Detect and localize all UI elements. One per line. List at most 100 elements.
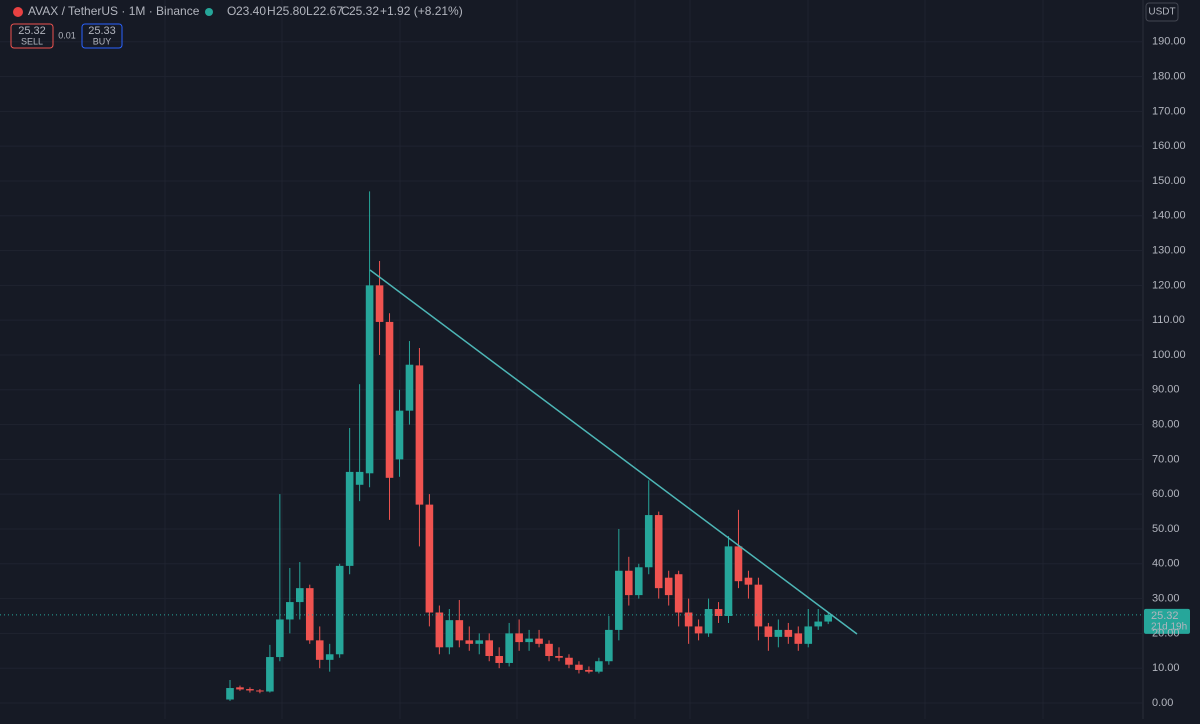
candle-body	[774, 629, 783, 637]
candle-body	[814, 621, 823, 627]
ohlc-label: O	[227, 4, 236, 18]
sell-label: SELL	[21, 36, 43, 46]
candle-body	[704, 609, 713, 634]
candle-body	[485, 640, 494, 657]
y-tick-label: 120.00	[1152, 279, 1186, 291]
candle-body	[266, 657, 274, 692]
candle-body	[325, 654, 334, 660]
candle-body	[545, 643, 553, 657]
y-tick-label: 140.00	[1152, 210, 1186, 222]
candle-body	[465, 640, 474, 644]
candle-body	[684, 612, 693, 627]
candle-body	[585, 669, 593, 672]
y-tick-label: 80.00	[1152, 418, 1180, 430]
y-tick-label: 180.00	[1152, 70, 1186, 82]
ohlc-value: 23.40	[236, 4, 266, 18]
candle-body	[375, 285, 384, 322]
candle-body	[435, 612, 444, 648]
trend-line	[369, 269, 858, 635]
y-tick-label: 50.00	[1152, 523, 1180, 535]
candle-body	[246, 689, 254, 691]
y-tick-label: 150.00	[1152, 175, 1186, 187]
candle-body	[256, 690, 264, 692]
sell-price: 25.32	[18, 25, 46, 37]
y-tick-label: 100.00	[1152, 349, 1186, 361]
candle-body	[734, 546, 743, 582]
candle-body	[724, 546, 733, 616]
y-tick-label: 10.00	[1152, 662, 1180, 674]
y-tick-label: 160.00	[1152, 140, 1186, 152]
candle-body	[694, 626, 703, 634]
y-tick-label: 90.00	[1152, 384, 1180, 396]
ohlc-value: 25.32	[349, 4, 379, 18]
candle-body	[674, 574, 683, 613]
candle-body	[276, 619, 284, 658]
candle-body	[445, 620, 454, 648]
candle-body	[315, 640, 324, 660]
candle-body	[824, 614, 832, 622]
buy-button[interactable]	[81, 23, 123, 49]
y-tick-label: 0.00	[1152, 697, 1173, 709]
candle-body	[565, 657, 573, 665]
plot	[0, 41, 1143, 704]
symbol: AVAX / TetherUS · 1M · Binance	[28, 4, 200, 18]
candle-body	[605, 629, 613, 662]
candle-body	[595, 661, 603, 672]
candle-body	[515, 633, 523, 643]
candle-body	[615, 570, 623, 630]
candle-body	[395, 410, 404, 460]
candle-body	[714, 609, 723, 616]
candle-body	[784, 629, 793, 637]
candle-body	[505, 633, 513, 663]
candle-body	[575, 664, 583, 670]
candle-body	[644, 515, 653, 568]
candle-body	[425, 504, 434, 613]
candle-body	[295, 588, 304, 603]
candle-body	[236, 687, 244, 690]
buy-price: 25.33	[88, 25, 116, 37]
candle-body	[654, 515, 663, 589]
candle-body	[455, 620, 464, 641]
y-tick-label: 110.00	[1152, 314, 1185, 326]
buy-label: BUY	[93, 36, 112, 46]
ohlc-value: 22.67	[313, 4, 343, 18]
candle-body	[625, 570, 633, 596]
candle-body	[415, 365, 424, 505]
candle-body	[365, 285, 374, 474]
candle-body	[335, 565, 344, 655]
ohlc-label: C	[341, 4, 350, 18]
candle-body	[555, 656, 563, 658]
candle-body	[405, 364, 414, 411]
candle-body	[634, 567, 643, 596]
candle-body	[525, 638, 533, 643]
price-tag-price: 25.32	[1151, 610, 1179, 622]
currency: USDT	[1148, 7, 1175, 18]
price-tag-box	[1144, 608, 1190, 634]
candle-body	[744, 577, 753, 585]
ohlc-label: L	[306, 4, 313, 18]
candle-body	[345, 471, 354, 566]
candle-body	[475, 640, 484, 644]
y-tick-label: 20.00	[1152, 627, 1180, 639]
y-tick-label: 190.00	[1152, 36, 1186, 48]
candle-body	[754, 584, 763, 627]
candle-body	[226, 688, 234, 700]
candle-body	[664, 577, 673, 596]
candle-body	[385, 321, 394, 478]
change: +1.92 (+8.21%)	[380, 4, 463, 18]
candle-body	[495, 656, 503, 663]
candle-body	[305, 588, 314, 641]
ohlc-label: H	[267, 4, 276, 18]
currency-button[interactable]	[1145, 2, 1179, 22]
sell-button[interactable]	[10, 23, 54, 49]
y-tick-label: 40.00	[1152, 558, 1180, 570]
candle-body	[764, 626, 773, 637]
time-grid	[164, 0, 1044, 719]
candle-body	[804, 626, 813, 644]
y-tick-label: 60.00	[1152, 488, 1180, 500]
y-tick-label: 130.00	[1152, 244, 1186, 256]
